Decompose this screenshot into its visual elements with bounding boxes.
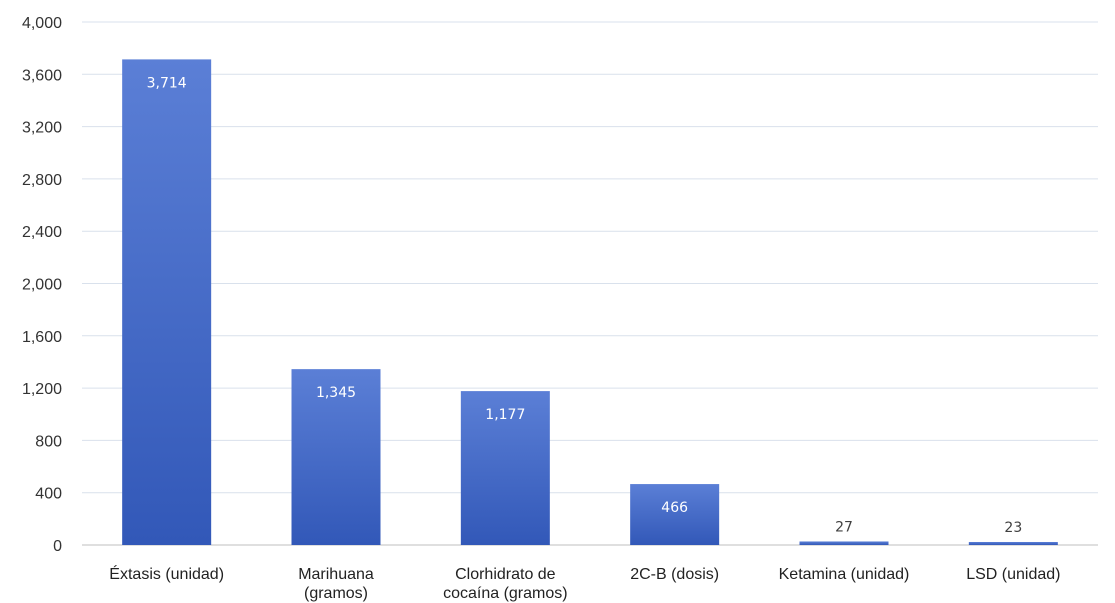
x-tick-label: Éxtasis (unidad)	[109, 564, 224, 583]
y-tick-label: 2,000	[22, 277, 62, 294]
gridlines	[82, 21, 1098, 546]
x-axis-ticks: Éxtasis (unidad) Marihuana (gramos) Clorhid…	[109, 564, 1060, 602]
data-labels: 3,714 1,345 1,177 466 27 23	[147, 75, 1023, 536]
data-label: 23	[1004, 520, 1022, 536]
y-tick-label: 4,000	[22, 15, 62, 32]
bars	[122, 59, 1058, 545]
y-tick-label: 3,600	[22, 67, 62, 84]
x-tick-label: 2C-B (dosis)	[630, 566, 719, 583]
y-tick-label: 1,200	[22, 381, 62, 398]
y-tick-label: 3,200	[22, 120, 62, 137]
bar	[460, 391, 550, 545]
bar	[291, 369, 381, 545]
data-label: 27	[835, 519, 853, 535]
bar	[122, 59, 212, 545]
y-tick-label: 400	[35, 486, 62, 503]
data-label: 1,345	[316, 385, 356, 401]
data-label: 1,177	[485, 407, 525, 423]
y-tick-label: 2,400	[22, 224, 62, 241]
y-tick-label: 0	[53, 538, 62, 555]
y-axis-ticks: 0 400 800 1,200 1,600 2,000 2,400 2,800 3,200 3,6…	[22, 15, 62, 555]
data-label: 3,714	[147, 75, 187, 91]
y-tick-label: 1,600	[22, 329, 62, 346]
y-tick-label: 2,800	[22, 172, 62, 189]
bar	[968, 541, 1058, 545]
y-tick-label: 800	[35, 433, 62, 450]
x-tick-label: Marihuana (gramos)	[298, 566, 374, 602]
x-tick-label: LSD (unidad)	[966, 566, 1060, 583]
bar	[630, 484, 720, 545]
x-tick-label: Clorhidrato de cocaína (gramos)	[443, 566, 568, 602]
data-label: 466	[661, 500, 688, 516]
bar	[799, 541, 889, 545]
x-tick-label: Ketamina (unidad)	[779, 566, 910, 583]
